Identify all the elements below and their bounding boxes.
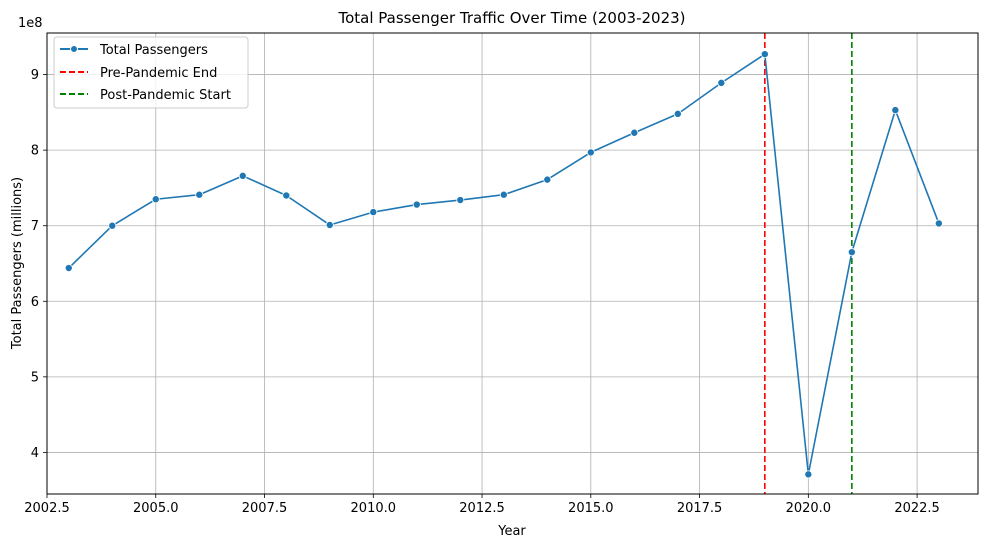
legend-label-total-passengers: Total Passengers xyxy=(99,43,208,58)
x-tick-label: 2022.5 xyxy=(894,501,940,516)
series-layer xyxy=(64,50,943,479)
data-point xyxy=(64,264,73,273)
data-point xyxy=(717,78,726,87)
data-point xyxy=(456,196,465,205)
legend-label-pre-pandemic-end: Pre-Pandemic End xyxy=(100,66,217,81)
data-point xyxy=(282,191,291,200)
x-tick-label: 2015.0 xyxy=(568,501,614,516)
y-axis-label: Total Passengers (millions) xyxy=(10,177,25,350)
x-tick-label: 2007.5 xyxy=(242,501,288,516)
data-point xyxy=(369,208,378,217)
legend-marker-total-passengers xyxy=(70,45,78,53)
x-tick-label: 2012.5 xyxy=(459,501,505,516)
x-axis-label: Year xyxy=(497,524,526,539)
y-tick-label: 6 xyxy=(31,295,39,310)
plot-frame xyxy=(46,32,979,495)
data-point xyxy=(847,248,856,257)
data-point xyxy=(630,128,639,137)
data-point xyxy=(238,171,247,180)
chart-title: Total Passenger Traffic Over Time (2003-… xyxy=(337,9,685,27)
y-tick-label: 5 xyxy=(31,370,39,385)
data-point xyxy=(325,220,334,229)
data-point xyxy=(108,221,117,230)
data-point xyxy=(804,470,813,479)
x-tick-label: 2005.0 xyxy=(133,501,179,516)
y-tick-label: 4 xyxy=(31,446,39,461)
x-axis-ticks: 2002.5 2005.0 2007.5 2010.0 2012.5 2015.0 2017… xyxy=(24,494,940,516)
x-tick-label: 2020.0 xyxy=(786,501,832,516)
y-axis-ticks: 4 5 6 7 8 9 xyxy=(31,68,47,461)
y-tick-label: 9 xyxy=(31,68,39,83)
y-axis-offset-text: 1e8 xyxy=(18,16,43,31)
data-point xyxy=(673,109,682,118)
grid xyxy=(46,33,978,494)
x-tick-label: 2002.5 xyxy=(24,501,70,516)
data-point xyxy=(151,195,160,204)
legend-label-post-pandemic-start: Post-Pandemic Start xyxy=(100,88,231,103)
data-point xyxy=(195,190,204,199)
data-point xyxy=(543,175,552,184)
y-tick-label: 8 xyxy=(31,144,39,159)
legend: Total Passengers Pre-Pandemic End Post-P… xyxy=(53,36,249,109)
y-tick-label: 7 xyxy=(31,219,39,234)
x-tick-label: 2010.0 xyxy=(351,501,397,516)
data-point xyxy=(891,106,900,115)
data-point xyxy=(586,148,595,157)
data-point xyxy=(760,50,769,59)
legend-box xyxy=(53,36,249,109)
data-point xyxy=(934,219,943,228)
data-point xyxy=(412,200,421,209)
reference-lines xyxy=(764,33,853,494)
data-point xyxy=(499,190,508,199)
x-tick-label: 2017.5 xyxy=(677,501,723,516)
